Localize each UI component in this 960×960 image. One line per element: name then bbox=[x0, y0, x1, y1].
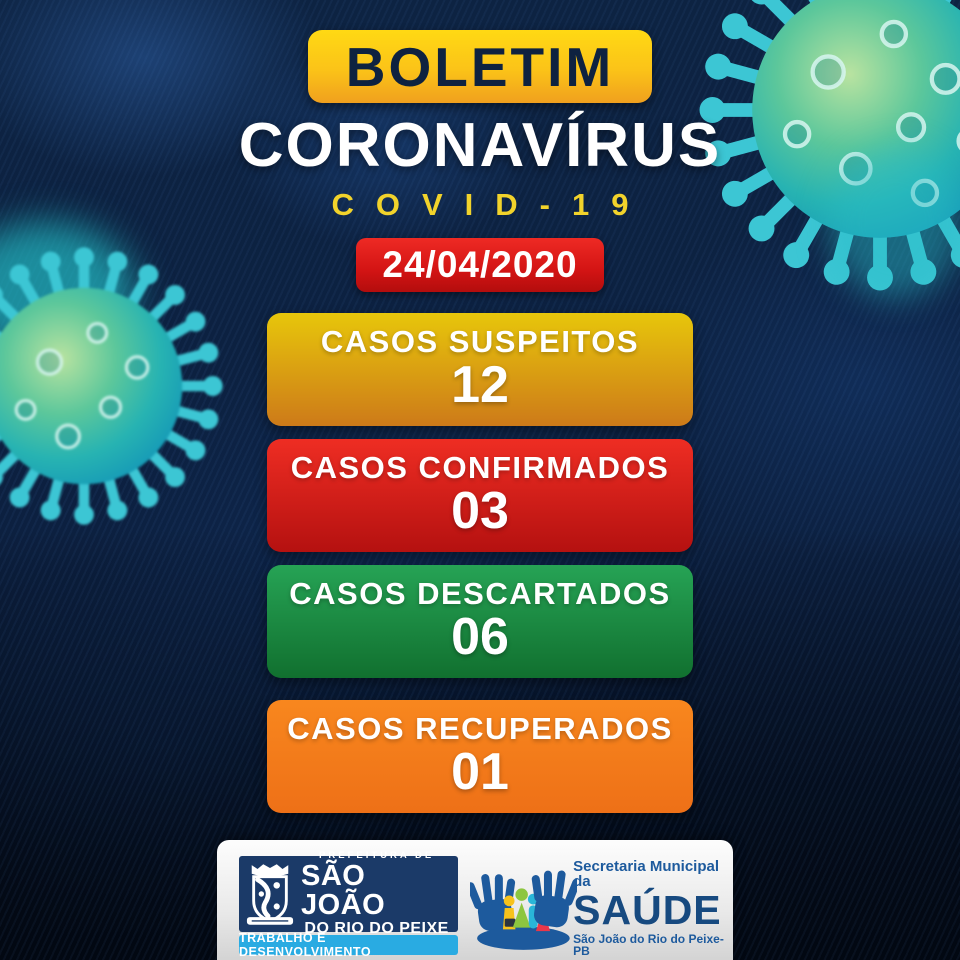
stat-card-recuperados: CASOS RECUPERADOS 01 bbox=[267, 700, 693, 813]
saude-logo: Secretaria Municipal da SAÚDE São João d… bbox=[470, 858, 733, 958]
stat-card-suspeitos: CASOS SUSPEITOS 12 bbox=[267, 313, 693, 426]
prefeitura-text: PREFEITURA DE SÃO JOÃO DO RIO DO PEIXE bbox=[301, 851, 452, 938]
prefeitura-logo: PREFEITURA DE SÃO JOÃO DO RIO DO PEIXE T… bbox=[239, 851, 459, 959]
stat-label: CASOS CONFIRMADOS bbox=[290, 449, 670, 485]
saude-line3: São João do Rio do Peixe-PB bbox=[573, 932, 724, 958]
footer-bar: PREFEITURA DE SÃO JOÃO DO RIO DO PEIXE T… bbox=[217, 840, 733, 960]
prefeitura-line1: PREFEITURA DE bbox=[319, 849, 435, 861]
stat-card-confirmados: CASOS CONFIRMADOS 03 bbox=[267, 439, 693, 552]
date-badge: 24/04/2020 bbox=[356, 238, 604, 292]
stat-value: 12 bbox=[451, 356, 509, 415]
saude-text: Secretaria Municipal da SAÚDE São João d… bbox=[573, 859, 733, 957]
stat-label: CASOS RECUPERADOS bbox=[287, 710, 673, 746]
stat-value: 03 bbox=[451, 482, 509, 541]
covid-subtitle: COVID-19 bbox=[331, 187, 651, 222]
date-label: 24/04/2020 bbox=[382, 244, 578, 285]
caring-hands-icon bbox=[470, 870, 578, 950]
saude-title: SAÚDE bbox=[573, 887, 722, 933]
boletim-badge-label: BOLETIM bbox=[345, 35, 615, 98]
stats-list: CASOS SUSPEITOS 12 CASOS CONFIRMADOS 03 … bbox=[267, 313, 693, 813]
prefeitura-panel: PREFEITURA DE SÃO JOÃO DO RIO DO PEIXE bbox=[239, 851, 459, 937]
stat-value: 01 bbox=[451, 743, 509, 802]
stat-label: CASOS DESCARTADOS bbox=[289, 575, 671, 611]
saude-line1: Secretaria Municipal da bbox=[573, 858, 720, 890]
prefeitura-name: SÃO JOÃO bbox=[301, 860, 386, 922]
prefeitura-name-2: DO RIO DO PEIXE bbox=[304, 920, 449, 938]
boletim-badge: BOLETIM bbox=[307, 30, 653, 103]
stat-value: 06 bbox=[451, 608, 509, 667]
coat-of-arms-icon bbox=[246, 864, 294, 925]
stat-label: CASOS SUSPEITOS bbox=[320, 323, 640, 359]
stat-card-descartados: CASOS DESCARTADOS 06 bbox=[267, 565, 693, 678]
prefeitura-slogan-strip: TRABALHO E DESENVOLVIMENTO bbox=[239, 931, 459, 959]
page-title: CORONAVÍRUS bbox=[238, 111, 722, 180]
